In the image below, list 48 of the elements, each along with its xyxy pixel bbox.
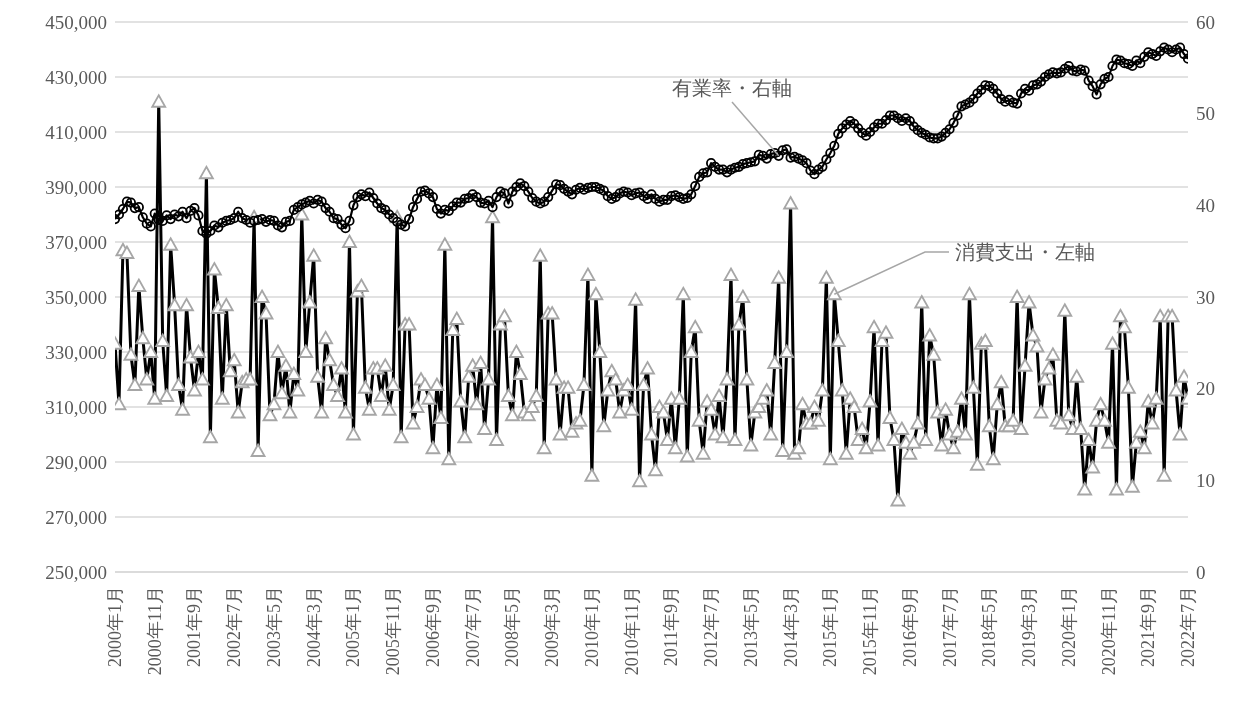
- x-tick-label: 2011年9月: [661, 586, 682, 667]
- y-tick-label: 390,000: [45, 176, 107, 198]
- x-tick-label: 2017年7月: [939, 586, 960, 667]
- x-tick-label: 2010年1月: [581, 586, 602, 667]
- x-tick-label: 2020年11月: [1098, 586, 1119, 676]
- y2-tick-label: 60: [1196, 11, 1215, 33]
- y-tick-label: 290,000: [45, 451, 107, 473]
- x-tick-label: 2005年1月: [343, 586, 364, 667]
- y-tick-label: 250,000: [45, 561, 107, 583]
- text: 有業率・右軸: [672, 77, 792, 99]
- x-tick-label: 2016年9月: [899, 586, 920, 667]
- x-tick-label: 2001年9月: [184, 586, 205, 667]
- y-tick-label: 330,000: [45, 341, 107, 363]
- y-tick-label: 270,000: [45, 506, 107, 528]
- x-tick-label: 2004年3月: [303, 586, 324, 667]
- x-tick-label: 2003年5月: [263, 586, 284, 667]
- x-tick-label: 2010年11月: [621, 586, 642, 676]
- y-tick-label: 410,000: [45, 121, 107, 143]
- y2-tick-label: 0: [1196, 561, 1206, 583]
- y2-tick-label: 40: [1196, 195, 1215, 217]
- y-tick-label: 310,000: [45, 396, 107, 418]
- x-tick-label: 2012年7月: [701, 586, 722, 667]
- y-tick-label: 350,000: [45, 286, 107, 308]
- x-tick-label: 2020年1月: [1058, 586, 1079, 667]
- x-tick-label: 2000年1月: [105, 586, 125, 667]
- x-tick-label: 2002年7月: [224, 586, 245, 667]
- x-tick-label: 2009年3月: [542, 586, 563, 667]
- y-tick-label: 430,000: [45, 66, 107, 88]
- y2-tick-label: 30: [1196, 286, 1215, 308]
- y2-tick-label: 20: [1196, 378, 1215, 400]
- x-tick-label: 2015年11月: [860, 586, 881, 676]
- x-tick-label: 2007年7月: [462, 586, 483, 667]
- x-tick-label: 2022年7月: [1178, 586, 1198, 667]
- x-tick-label: 2019年3月: [1019, 586, 1040, 667]
- x-tick-label: 2005年11月: [383, 586, 404, 676]
- x-tick-label: 2008年5月: [502, 586, 523, 667]
- x-tick-label: 2014年3月: [780, 586, 801, 667]
- x-tick-label: 2015年1月: [820, 586, 841, 667]
- x-tick-label: 2013年5月: [740, 586, 761, 667]
- y2-tick-label: 50: [1196, 103, 1215, 125]
- y2-tick-label: 10: [1196, 470, 1215, 492]
- x-tick-label: 2006年9月: [422, 586, 443, 667]
- x-tick-label: 2018年5月: [979, 586, 1000, 667]
- x-tick-label: 2021年9月: [1138, 586, 1159, 667]
- series-label: 消費支出・左軸: [955, 241, 1095, 263]
- y-tick-label: 450,000: [45, 11, 107, 33]
- x-tick-label: 2000年11月: [144, 586, 165, 676]
- y-tick-label: 370,000: [45, 231, 107, 253]
